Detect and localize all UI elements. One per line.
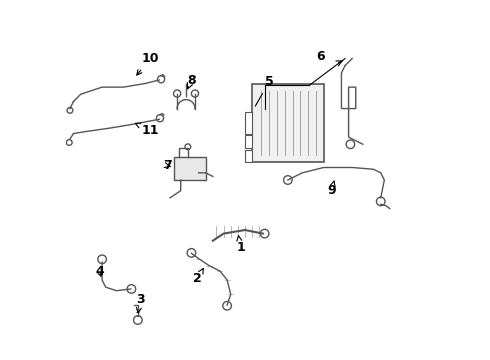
FancyBboxPatch shape: [252, 84, 323, 162]
Text: 8: 8: [187, 73, 196, 86]
Text: 5: 5: [255, 75, 273, 106]
Bar: [245, 112, 252, 134]
Text: 7: 7: [163, 159, 172, 172]
Text: 11: 11: [135, 123, 159, 136]
Text: 2: 2: [193, 269, 203, 285]
Bar: [173, 157, 206, 180]
Text: 4: 4: [95, 265, 104, 278]
Text: 10: 10: [137, 52, 159, 75]
Bar: [245, 135, 252, 148]
Text: 3: 3: [136, 293, 145, 313]
Text: 1: 1: [236, 235, 245, 255]
Bar: [245, 150, 252, 162]
Text: 9: 9: [327, 181, 336, 197]
Text: 6: 6: [317, 50, 325, 63]
